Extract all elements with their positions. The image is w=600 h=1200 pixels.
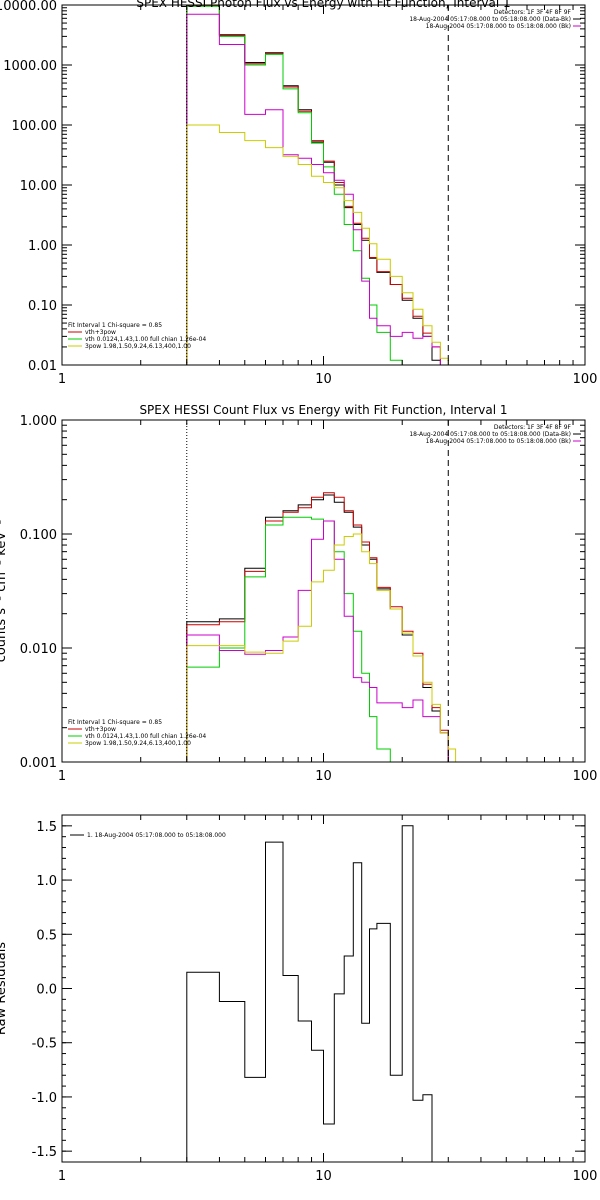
y-axis-label: Raw Residuals [0,942,9,1035]
series-2-line [186,5,449,365]
y-tick-label: 10000.00 [0,0,57,14]
x-tick-label: 100 [573,1169,598,1184]
x-tick-label: 10 [315,769,332,784]
fit-legend-entry: vth+3pow [85,329,116,336]
x-tick-label: 1 [58,1169,66,1184]
fit-legend-entry: vth 0.0124,1.43,1.00 full chian 1.26e-04 [85,336,206,343]
info-line: 18-Aug-2004 05:17:08.000 to 05:18:08.000… [426,438,571,445]
legend-entry: 1. 18-Aug-2004 05:17:08.000 to 05:18:08.… [87,832,226,839]
fit-legend-entry: vth 0.0124,1.43,1.00 full chian 1.26e-04 [85,733,206,740]
y-tick-label: 0.10 [28,299,57,314]
y-tick-label: -1.0 [32,1091,57,1106]
y-tick-label: -0.5 [32,1037,57,1052]
y-tick-label: 0.0 [36,983,57,998]
x-tick-label: 1 [58,372,66,387]
plot-panel-2: 1 10 100 1.000 0.100 0.010 0.001 SPEX HESSI Cou… [0,403,597,784]
plot-frame [61,419,586,763]
y-tick-label: 100.00 [12,119,58,134]
series-1-line [186,825,433,1162]
y-tick-label: 10.00 [20,179,57,194]
x-tick-label: 1 [58,769,66,784]
plot-area [186,825,433,1162]
info-line: Detectors: 1F 3F 4F 8F 9F [494,9,572,16]
chart-title: SPEX HESSI Photon Flux vs Energy with Fi… [136,0,510,10]
y-tick-label: 0.5 [36,928,57,943]
plot-panel-1: 1 10 100 10000.00 1000.00 100.00 10.00 1.00 0.10… [0,0,598,387]
x-tick-label: 100 [573,372,598,387]
series-4-line [186,520,449,762]
y-tick-label: -1.5 [32,1145,57,1160]
info-line: 18-Aug-2004 05:17:08.000 to 05:18:08.000… [409,16,571,23]
fit-legend-entry: vth+3pow [85,726,116,733]
info-line: 18-Aug-2004 05:17:08.000 to 05:18:08.000… [426,23,571,30]
fit-legend-entry: 3pow 1.98,1.50,9.24,6.13,400,1.00 [85,343,191,350]
y-tick-label: 0.001 [20,756,57,771]
y-tick-label: 1.0 [36,874,57,889]
series-4-line [186,13,441,365]
x-tick-label: 10 [315,372,332,387]
y-tick-label: 0.01 [28,359,57,374]
series-2-line [186,492,449,762]
y-axis-label: counts s⁻¹ cm⁻² keV⁻¹ [0,520,9,663]
plot-panel-3: 1 10 100 1.5 1.0 0.5 0.0 -0.5 -1.0 -1.5 Raw Residu… [0,814,598,1184]
series-1-line [186,494,449,762]
fit-legend-entry: 3pow 1.98,1.50,9.24,6.13,400,1.00 [85,740,191,747]
plot-frame [61,4,586,366]
y-tick-label: 1000.00 [3,59,57,74]
series-5-line [186,124,449,365]
y-tick-label: 1.00 [28,239,57,254]
plot-area [186,492,457,762]
info-line: Detectors: 1F 3F 4F 8F 9F [494,424,572,431]
fit-legend-header: Fit Interval 1 Chi-square = 0.85 [68,719,162,726]
chart-title: SPEX HESSI Count Flux vs Energy with Fit… [139,403,507,417]
y-tick-label: 1.5 [36,820,57,835]
fit-legend-header: Fit Interval 1 Chi-square = 0.85 [68,322,162,329]
series-3-line [186,5,403,365]
series-5-line [186,533,457,762]
plot-area [186,5,449,365]
info-line: 18-Aug-2004 05:17:08.000 to 05:18:08.000… [409,431,571,438]
y-tick-label: 0.100 [20,528,57,543]
x-tick-label: 100 [573,769,598,784]
y-tick-label: 1.000 [20,414,57,429]
x-tick-label: 10 [315,1169,332,1184]
series-1-line [186,5,441,365]
y-tick-label: 0.010 [20,642,57,657]
